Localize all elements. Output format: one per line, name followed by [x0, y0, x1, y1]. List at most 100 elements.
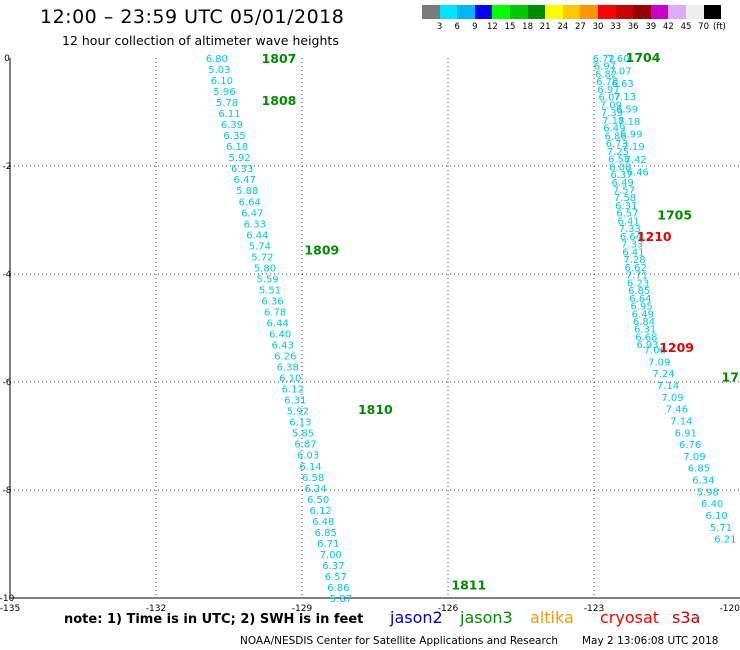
wave-height-value: 6.50 [307, 495, 329, 506]
wave-height-value: 6.95 [630, 302, 652, 313]
wave-height-value: 7.09 [648, 357, 670, 368]
wave-height-value: 6.38 [277, 363, 299, 374]
wave-height-value: 6.24 [304, 484, 326, 495]
x-tick-label: -129 [292, 604, 313, 614]
wave-height-value: 6.86 [327, 583, 349, 594]
wave-height-value: 5.51 [259, 285, 281, 296]
legend-swatch [668, 5, 686, 19]
y-tick-label: -10 [0, 594, 15, 604]
wave-height-value: 6.47 [234, 175, 256, 186]
wave-height-value: 6.35 [223, 131, 245, 142]
wave-height-value: 6.40 [269, 330, 291, 341]
legend-swatch [527, 5, 546, 19]
wave-height-value: 6.23 [627, 278, 649, 289]
wave-height-value: 6.44 [266, 318, 288, 329]
wave-height-value: 6.14 [299, 462, 321, 473]
legend-swatch [703, 5, 722, 19]
color-legend [422, 5, 722, 19]
wave-height-value: 5.85 [292, 429, 314, 440]
wave-height-value: 6.41 [622, 247, 644, 258]
pass-time-label: 1810 [358, 402, 393, 417]
pass-time-label: 1811 [451, 578, 486, 593]
wave-height-value: 6.07 [599, 93, 621, 104]
wave-height-value: 6.85 [688, 464, 710, 475]
wave-height-value: 6.84 [633, 317, 655, 328]
wave-height-value: 6.43 [272, 341, 294, 352]
pass-time-label: 1809 [304, 243, 339, 258]
wave-height-value: 7.60 [607, 54, 629, 65]
pass-time-label: 1704 [626, 50, 661, 65]
y-tick-label: -2 [3, 162, 12, 172]
pass-time-label: 1705 [657, 208, 692, 223]
wave-height-value: 6.59 [616, 104, 638, 115]
wave-height-value: 6.12 [282, 385, 304, 396]
wave-height-value: 5.71 [710, 523, 732, 534]
wave-height-value: 6.68 [635, 332, 657, 343]
wave-height-value: 7.14 [657, 381, 679, 392]
wave-height-value: 5.98 [697, 487, 719, 498]
wave-height-value: 6.33 [244, 219, 266, 230]
wave-height-value: 7.71 [626, 271, 648, 282]
wave-height-value: 6.78 [264, 307, 286, 318]
satellite-jason2: jason2 [390, 608, 443, 627]
legend-swatch [509, 5, 528, 19]
footer-note: note: 1) Time is in UTC; 2) SWH is in fe… [64, 612, 364, 627]
wave-height-value: 7.58 [614, 193, 636, 204]
page-subtitle: 12 hour collection of altimeter wave hei… [62, 33, 339, 48]
wave-height-value: 6.85 [628, 286, 650, 297]
y-tick-label: 0 [4, 54, 10, 64]
legend-label: 24 [557, 22, 569, 32]
wave-height-value: 7.06 [644, 346, 666, 357]
legend-swatch [422, 5, 440, 19]
wave-height-value: 6.64 [620, 232, 642, 243]
satellite-s3a: s3a [672, 608, 701, 627]
legend-swatch [650, 5, 669, 19]
pass-time-label: 1210 [637, 229, 672, 244]
wave-height-value: 7.09 [600, 100, 622, 111]
pass-time-label: 1808 [262, 93, 297, 108]
credit-text: NOAA/NESDIS Center for Satellite Applica… [240, 635, 558, 647]
wave-height-value: 6.87 [294, 440, 316, 451]
wave-height-value: 5.87 [330, 594, 352, 605]
generated-timestamp: May 2 13:06:08 UTC 2018 [582, 635, 719, 647]
wave-height-value: 7.13 [614, 92, 636, 103]
wave-height-value: 6.57 [325, 572, 347, 583]
wave-height-value: 6.49 [603, 124, 625, 135]
x-tick-label: -123 [584, 604, 604, 614]
wave-height-value: 6.34 [692, 476, 714, 487]
wave-height-value: 7.57 [613, 185, 635, 196]
wave-height-value: 5.92 [228, 153, 250, 164]
pass-time-label: 17( [722, 370, 740, 385]
x-tick-label: -132 [146, 604, 166, 614]
wave-height-value: 7.18 [602, 116, 624, 127]
wave-height-value: 6.40 [701, 499, 723, 510]
legend-swatch [597, 5, 616, 19]
wave-height-value: 6.46 [627, 167, 649, 178]
wave-height-value: 5.74 [249, 241, 271, 252]
legend-swatch [633, 5, 651, 19]
satellite-jason3: jason3 [460, 608, 513, 627]
wave-height-value: 7.28 [623, 255, 645, 266]
legend-swatch [562, 5, 581, 19]
wave-height-value: 5.88 [236, 186, 258, 197]
wave-height-value: 6.12 [310, 506, 332, 517]
wave-height-value: 6.58 [608, 155, 630, 166]
wave-height-value: 7.25 [607, 147, 629, 158]
wave-height-value: 6.80 [206, 54, 228, 65]
legend-label: 39 [645, 22, 657, 32]
wave-height-value: 6.03 [297, 451, 319, 462]
wave-height-value: 7.09 [661, 393, 683, 404]
legend-swatch [580, 5, 598, 19]
wave-height-value: 5.92 [287, 407, 309, 418]
wave-height-value: 5.96 [213, 87, 235, 98]
wave-height-value: 6.44 [246, 230, 268, 241]
legend-unit: (ft) [713, 22, 726, 32]
wave-height-value: 6.31 [615, 201, 637, 212]
legend-label: 30 [592, 22, 604, 32]
legend-label: 18 [522, 22, 534, 32]
y-tick-label: -8 [3, 486, 12, 496]
satellite-cryosat: cryosat [600, 608, 660, 627]
wave-height-value: 6.97 [597, 85, 619, 96]
wave-height-value: 7.14 [670, 416, 692, 427]
